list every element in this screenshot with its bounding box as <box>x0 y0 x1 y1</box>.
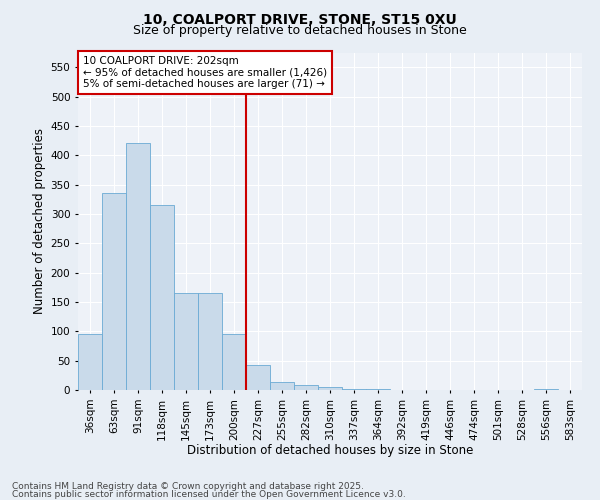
Text: Contains public sector information licensed under the Open Government Licence v3: Contains public sector information licen… <box>12 490 406 499</box>
Bar <box>318 387 342 390</box>
Text: 10, COALPORT DRIVE, STONE, ST15 0XU: 10, COALPORT DRIVE, STONE, ST15 0XU <box>143 12 457 26</box>
Bar <box>294 384 318 390</box>
Bar <box>78 334 102 390</box>
Bar <box>342 389 366 390</box>
Bar <box>126 144 150 390</box>
Text: 10 COALPORT DRIVE: 202sqm
← 95% of detached houses are smaller (1,426)
5% of sem: 10 COALPORT DRIVE: 202sqm ← 95% of detac… <box>83 56 327 89</box>
Bar <box>198 293 222 390</box>
Bar <box>270 382 294 390</box>
Bar <box>222 334 246 390</box>
Y-axis label: Number of detached properties: Number of detached properties <box>34 128 46 314</box>
Bar <box>150 205 174 390</box>
Bar <box>534 389 558 390</box>
Bar <box>246 366 270 390</box>
Bar <box>174 293 198 390</box>
X-axis label: Distribution of detached houses by size in Stone: Distribution of detached houses by size … <box>187 444 473 457</box>
Text: Contains HM Land Registry data © Crown copyright and database right 2025.: Contains HM Land Registry data © Crown c… <box>12 482 364 491</box>
Text: Size of property relative to detached houses in Stone: Size of property relative to detached ho… <box>133 24 467 37</box>
Bar <box>102 194 126 390</box>
